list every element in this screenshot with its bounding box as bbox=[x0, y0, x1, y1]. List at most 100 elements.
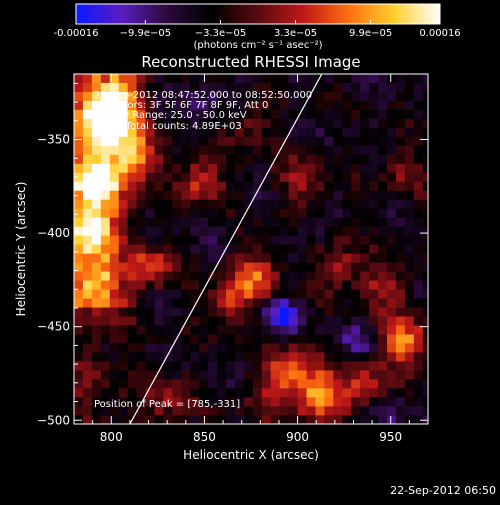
heatmap-cell bbox=[145, 379, 155, 389]
colorbar-tick-label: 9.9e−05 bbox=[349, 28, 392, 39]
heatmap-cell bbox=[261, 74, 272, 83]
heatmap-cell bbox=[395, 370, 406, 380]
heatmap-cell bbox=[208, 280, 218, 290]
heatmap-cell bbox=[172, 118, 182, 128]
heatmap-cell bbox=[109, 127, 120, 137]
heatmap-cell bbox=[261, 271, 272, 281]
heatmap-cell bbox=[279, 163, 289, 173]
heatmap-cell bbox=[234, 361, 245, 371]
heatmap-cell bbox=[118, 118, 128, 128]
heatmap-cell bbox=[422, 145, 428, 155]
heatmap-cell bbox=[315, 370, 325, 380]
heatmap-cell bbox=[100, 316, 111, 326]
heatmap-cell bbox=[100, 100, 111, 110]
heatmap-cell bbox=[288, 145, 298, 155]
heatmap-cell bbox=[226, 334, 236, 344]
x-tick-label: 950 bbox=[379, 430, 402, 444]
heatmap-cell bbox=[395, 208, 406, 218]
heatmap-cell bbox=[333, 154, 343, 164]
plot-frame bbox=[73, 73, 429, 425]
heatmap-cell bbox=[270, 379, 280, 389]
heatmap-cell bbox=[243, 91, 254, 101]
heatmap-cell bbox=[163, 109, 173, 119]
heatmap-cell bbox=[226, 370, 236, 380]
heatmap-cell bbox=[333, 109, 343, 119]
heatmap-cell bbox=[404, 406, 415, 416]
heatmap-cell bbox=[288, 271, 298, 281]
heatmap-cell bbox=[82, 127, 93, 137]
heatmap-cell bbox=[100, 163, 111, 173]
heatmap-cell bbox=[181, 217, 191, 227]
heatmap-cell bbox=[109, 307, 120, 317]
heatmap-cell bbox=[387, 325, 397, 335]
heatmap-cell bbox=[163, 352, 173, 362]
heatmap-cell bbox=[422, 253, 428, 263]
heatmap-cell bbox=[243, 316, 254, 326]
heatmap-cell bbox=[252, 100, 263, 110]
heatmap-cell bbox=[91, 352, 102, 362]
heatmap-cell bbox=[136, 74, 146, 83]
heatmap-cell bbox=[378, 397, 388, 407]
heatmap-cell bbox=[208, 253, 218, 263]
heatmap-cell bbox=[378, 352, 388, 362]
heatmap-cell bbox=[136, 307, 146, 317]
heatmap-cell bbox=[395, 181, 406, 191]
heatmap-cell bbox=[297, 343, 307, 353]
heatmap-cell bbox=[91, 253, 102, 263]
heatmap-cell bbox=[172, 190, 182, 200]
heatmap-cell bbox=[413, 74, 424, 83]
heatmap-cell bbox=[360, 388, 370, 398]
heatmap-cell bbox=[342, 325, 352, 335]
heatmap-cell bbox=[243, 235, 254, 245]
heatmap-cell bbox=[288, 190, 298, 200]
heatmap-cell bbox=[252, 379, 263, 389]
heatmap-cell bbox=[74, 370, 84, 380]
heatmap-cell bbox=[199, 334, 209, 344]
heatmap-cell bbox=[82, 217, 93, 227]
heatmap-cell bbox=[306, 244, 316, 254]
heatmap-cell bbox=[74, 163, 84, 173]
heatmap-cell bbox=[378, 388, 388, 398]
heatmap-cell bbox=[127, 316, 137, 326]
heatmap-cell bbox=[315, 100, 325, 110]
heatmap-cell bbox=[243, 127, 254, 137]
heatmap-cell bbox=[324, 226, 334, 236]
heatmap-cell bbox=[226, 172, 236, 182]
heatmap-cell bbox=[74, 118, 84, 128]
heatmap-cell bbox=[118, 190, 128, 200]
heatmap-cell bbox=[145, 91, 155, 101]
heatmap-cell bbox=[413, 388, 424, 398]
heatmap-cell bbox=[315, 262, 325, 272]
heatmap-cell bbox=[234, 217, 245, 227]
heatmap-cell bbox=[208, 199, 218, 209]
heatmap-cell bbox=[279, 352, 289, 362]
heatmap-cell bbox=[208, 109, 218, 119]
heatmap-cell bbox=[324, 109, 334, 119]
heatmap-cell bbox=[226, 145, 236, 155]
heatmap-cell bbox=[297, 244, 307, 254]
heatmap-cell bbox=[226, 325, 236, 335]
heatmap-cell bbox=[252, 343, 263, 353]
heatmap-cell bbox=[422, 316, 428, 326]
heatmap-cell bbox=[252, 145, 263, 155]
heatmap-cell bbox=[270, 334, 280, 344]
colorbar-tick-label: 0.00016 bbox=[419, 28, 460, 39]
x-tick-label: 800 bbox=[100, 430, 123, 444]
heatmap-cell bbox=[190, 181, 200, 191]
heatmap-cell bbox=[324, 163, 334, 173]
heatmap-cell bbox=[154, 361, 164, 371]
heatmap-cell bbox=[234, 352, 245, 362]
heatmap-cell bbox=[422, 181, 428, 191]
heatmap-cell bbox=[154, 127, 164, 137]
heatmap-cell bbox=[154, 406, 164, 416]
annotation-energy-range: Energy Range: 25.0 - 50.0 keV bbox=[94, 110, 247, 121]
heatmap-cell bbox=[136, 262, 146, 272]
heatmap-cell bbox=[413, 334, 424, 344]
heatmap-cell bbox=[208, 154, 218, 164]
heatmap-cell bbox=[306, 154, 316, 164]
heatmap-cell bbox=[413, 397, 424, 407]
heatmap-cell bbox=[234, 397, 245, 407]
heatmap-cell bbox=[136, 289, 146, 299]
heatmap-cell bbox=[369, 190, 379, 200]
heatmap-cell bbox=[351, 172, 361, 182]
